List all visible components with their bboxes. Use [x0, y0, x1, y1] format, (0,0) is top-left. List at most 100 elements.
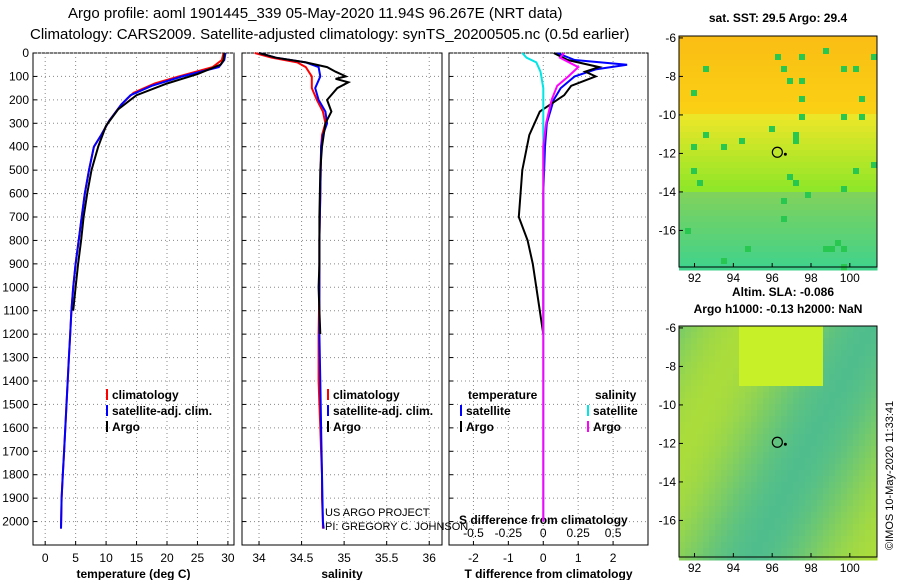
y-tick-label: 900 [9, 257, 29, 271]
chart-title-line1: Argo profile: aoml 1901445_339 05-May-20… [68, 5, 563, 22]
x-tick-label: 0 [42, 551, 49, 565]
sst-y-tick-label: -16 [659, 223, 677, 237]
y-tick-label: 1900 [2, 491, 29, 505]
legend-diff-sal-label: Argo [593, 420, 621, 434]
x2-tick-label: 0 [540, 526, 547, 540]
ssh-x-tick-label: 98 [804, 561, 818, 575]
y-tick-label: 100 [9, 69, 29, 83]
x2-tick-label: -0.25 [495, 526, 523, 540]
sst-y-tick-label: -6 [665, 31, 676, 45]
y-tick-label: 400 [9, 140, 29, 154]
legend-temp-label: climatology [112, 388, 179, 402]
ssh-x-tick-label: 100 [840, 561, 860, 575]
y-tick-label: 200 [9, 93, 29, 107]
legend-diff-sal-label: satellite [593, 404, 638, 418]
sst-x-tick-label: 96 [765, 271, 779, 285]
x-tick-label: -2 [468, 551, 479, 565]
y-tick-label: 600 [9, 187, 29, 201]
series-line-climatology [60, 52, 225, 529]
y-tick-label: 1800 [2, 468, 29, 482]
sst-map [679, 36, 878, 271]
ssh-x-tick-label: 96 [765, 561, 779, 575]
series-line-argo [258, 52, 352, 335]
sst-x-tick-label: 98 [804, 271, 818, 285]
y-tick-label: 1300 [2, 351, 29, 365]
y-tick-label: 800 [9, 233, 29, 247]
series-line-climatology [254, 52, 327, 529]
x-tick-label: 20 [160, 551, 174, 565]
x-axis-label: temperature (deg C) [76, 567, 190, 580]
ssh-map [679, 326, 878, 561]
y-tick-label: 0 [22, 46, 29, 60]
sst-x-tick-label: 94 [727, 271, 741, 285]
y-tick-label: 1200 [2, 327, 29, 341]
x-tick-label: 0 [540, 551, 547, 565]
y-tick-label: 1400 [2, 374, 29, 388]
ssh-x-tick-label: 92 [688, 561, 702, 575]
sst-map-frame [678, 35, 878, 268]
sst-y-tick-label: -14 [659, 185, 677, 199]
legend-diff-temp-label: Argo [466, 420, 494, 434]
legend-diff-temp-label: satellite [466, 404, 511, 418]
x-tick-label: 25 [191, 551, 205, 565]
ssh-y-tick-label: -14 [659, 475, 677, 489]
ssh-y-tick-label: -10 [659, 398, 677, 412]
ssh-y-tick-label: -12 [659, 436, 677, 450]
x-tick-label: 36 [423, 551, 437, 565]
ssh-y-tick-label: -6 [665, 321, 676, 335]
chart-title-line2: Climatology: CARS2009. Satellite-adjuste… [30, 26, 630, 43]
series-line-argo-t [517, 52, 603, 335]
x-axis-label: salinity [321, 567, 363, 580]
sst-x-tick-label: 92 [688, 271, 702, 285]
x-tick-label: 35 [337, 551, 351, 565]
sst-float-marker [771, 146, 783, 158]
plot-frame-difference-from-climatology [448, 52, 649, 546]
sst-map-title: sat. SST: 29.5 Argo: 29.4 [709, 11, 848, 25]
x-tick-label: 5 [72, 551, 79, 565]
sst-float-dot [783, 152, 787, 156]
ssh-y-tick-label: -16 [659, 513, 677, 527]
x2-tick-label: -0.5 [463, 526, 484, 540]
x-tick-label: 10 [99, 551, 113, 565]
x-tick-label: 1 [575, 551, 582, 565]
y-tick-label: 500 [9, 163, 29, 177]
y-tick-label: 1600 [2, 421, 29, 435]
x-tick-label: 2 [610, 551, 617, 565]
series-line-satellite-adj-clim- [258, 52, 329, 529]
legend-sal-label: satellite-adj. clim. [333, 404, 433, 418]
sst-y-tick-label: -8 [665, 69, 676, 83]
x-tick-label: -1 [503, 551, 514, 565]
legend-sal-label: climatology [333, 388, 400, 402]
series-line-satellite-t [542, 52, 628, 335]
series-line-argo-s [542, 52, 580, 522]
y-tick-label: 1500 [2, 397, 29, 411]
y-tick-label: 1000 [2, 280, 29, 294]
x-tick-label: 30 [221, 551, 235, 565]
x-tick-label: 15 [130, 551, 144, 565]
ssh-map-title2: Argo h1000: -0.13 h2000: NaN [694, 302, 863, 316]
legend-sal-label: Argo [333, 420, 361, 434]
y-tick-label: 2000 [2, 515, 29, 529]
series-line-satellite-adj-clim- [60, 52, 227, 529]
credit-project: US ARGO PROJECT [325, 507, 430, 519]
imos-credit: ©IMOS 10-May-2020 11:33:41 [884, 401, 896, 550]
ssh-map-title1: Altim. SLA: -0.086 [732, 285, 834, 299]
y-tick-label: 1700 [2, 444, 29, 458]
ssh-float-marker [771, 436, 783, 448]
legend-temp-label: Argo [112, 420, 140, 434]
x-tick-label: 35.5 [375, 551, 399, 565]
sst-x-tick-label: 100 [840, 271, 860, 285]
ssh-map-frame [678, 325, 878, 558]
y-tick-label: 300 [9, 116, 29, 130]
ssh-y-tick-label: -8 [665, 359, 676, 373]
sst-y-tick-label: -12 [659, 146, 677, 160]
legend-diff-temp-title: temperature [468, 388, 538, 402]
x2-tick-label: 0.5 [605, 526, 622, 540]
y-tick-label: 1100 [3, 304, 29, 318]
y-tick-label: 700 [9, 210, 29, 224]
series-line-argo [72, 52, 226, 311]
x-axis-label: T difference from climatology [464, 567, 632, 580]
ssh-x-tick-label: 94 [727, 561, 741, 575]
ssh-float-dot [783, 442, 787, 446]
